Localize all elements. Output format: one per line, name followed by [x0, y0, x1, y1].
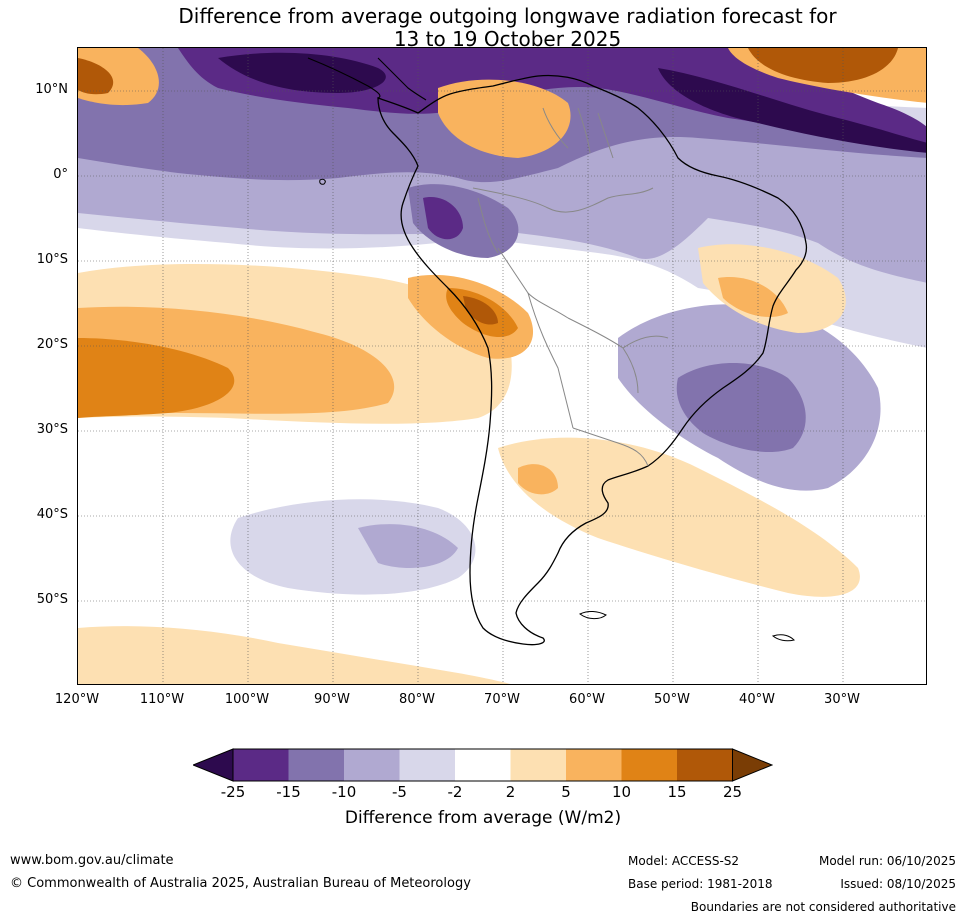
anomaly-region-brazil-coast-orange-2: [718, 277, 788, 318]
colorbar-segment-0: [193, 748, 234, 782]
colorbar-segment-6: [510, 749, 566, 781]
colorbar-segment-8: [621, 749, 677, 781]
olr-anomaly-map: [78, 48, 926, 684]
central-america-coastline: [307, 57, 427, 101]
anomaly-region-atlantic-dark-orange: [748, 48, 898, 83]
colorbar-outline: [232, 748, 733, 782]
lat-label-20s: 20°S: [36, 337, 68, 352]
issued-date: Issued: 08/10/2025: [840, 877, 956, 891]
colorbar-tick--2: -2: [447, 783, 463, 801]
lon-label-80w: 80°W: [399, 692, 435, 707]
anomaly-region-bolivia-core: [463, 296, 498, 325]
colorbar-segment-7: [566, 749, 622, 781]
lon-label-120w: 120°W: [54, 692, 100, 707]
lat-label-0: 0°: [53, 167, 68, 182]
colorbar-segment-4: [399, 749, 455, 781]
colorbar-tick-5: 5: [561, 783, 571, 801]
colorbar-segment-2: [288, 749, 344, 781]
colorbar-tick-10: 10: [611, 783, 632, 801]
lon-label-60w: 60°W: [569, 692, 605, 707]
colorbar-segment-3: [344, 749, 400, 781]
colorbar-tick--10: -10: [331, 783, 357, 801]
colorbar-tick--15: -15: [276, 783, 301, 801]
anomaly-region-brazil-mid-purple: [676, 363, 806, 453]
colorbar-tick-15: 15: [667, 783, 687, 801]
anomaly-region-andes-dark: [423, 197, 463, 240]
map-panel: [77, 47, 927, 685]
country-borders: [472, 107, 669, 467]
south-america-coastline: [377, 74, 808, 646]
colorbar-segment-5: [455, 749, 511, 781]
anomaly-region-pacific-dark-orange: [78, 338, 235, 418]
galapagos-islands: [319, 178, 326, 185]
bom-website-link[interactable]: www.bom.gov.au/climate: [10, 853, 174, 868]
base-period: Base period: 1981-2018: [628, 877, 773, 891]
title-line-2: 13 to 19 October 2025: [393, 27, 622, 51]
anomaly-region-nw-pacific-dark-orange: [78, 58, 114, 95]
anomaly-region-deepest-purple: [218, 52, 926, 153]
colorbar-segment-1: [233, 749, 289, 781]
anomaly-region-south-pacific-lavender-2: [358, 524, 458, 568]
lon-label-90w: 90°W: [314, 692, 350, 707]
lat-label-10n: 10°N: [35, 82, 68, 97]
title-line-1: Difference from average outgoing longwav…: [178, 4, 837, 28]
copyright-notice: © Commonwealth of Australia 2025, Austra…: [10, 876, 471, 891]
colorbar-segment-10: [732, 748, 773, 782]
colorbar-tick-2: 2: [505, 783, 516, 801]
colorbar: [193, 748, 773, 782]
lon-label-40w: 40°W: [739, 692, 775, 707]
lat-label-50s: 50°S: [36, 592, 68, 607]
lon-label-110w: 110°W: [139, 692, 185, 707]
south-georgia-island: [771, 634, 795, 642]
model-name: Model: ACCESS-S2: [628, 854, 740, 868]
lon-label-30w: 30°W: [824, 692, 860, 707]
anomaly-region-colombia-orange: [438, 79, 571, 158]
lat-label-40s: 40°S: [36, 507, 68, 522]
anomaly-region-south-atlantic-orange: [518, 464, 558, 495]
lon-label-100w: 100°W: [224, 692, 270, 707]
anomaly-region-brazil-coast-orange: [698, 244, 846, 333]
boundaries-disclaimer: Boundaries are not considered authoritat…: [690, 900, 956, 914]
colorbar-tick--5: -5: [392, 783, 407, 801]
anomaly-region-south-pacific-lavender: [230, 499, 476, 595]
colorbar-label: Difference from average (W/m2): [344, 808, 622, 828]
falkland-islands: [579, 611, 607, 620]
lon-label-70w: 70°W: [484, 692, 520, 707]
map-title: Difference from average outgoing longwav…: [60, 5, 955, 51]
lat-label-30s: 30°S: [36, 422, 68, 437]
lat-label-10s: 10°S: [36, 252, 68, 267]
colorbar-tick-25: 25: [722, 783, 743, 801]
anomaly-region-southern-pale-orange: [78, 626, 511, 684]
anomaly-region-south-atlantic-pale-orange: [498, 437, 860, 597]
lon-label-50w: 50°W: [654, 692, 690, 707]
graticule: [78, 48, 926, 684]
colorbar-segment-9: [677, 749, 733, 781]
model-run-date: Model run: 06/10/2025: [818, 854, 956, 868]
colorbar-tick--25: -25: [220, 783, 246, 801]
